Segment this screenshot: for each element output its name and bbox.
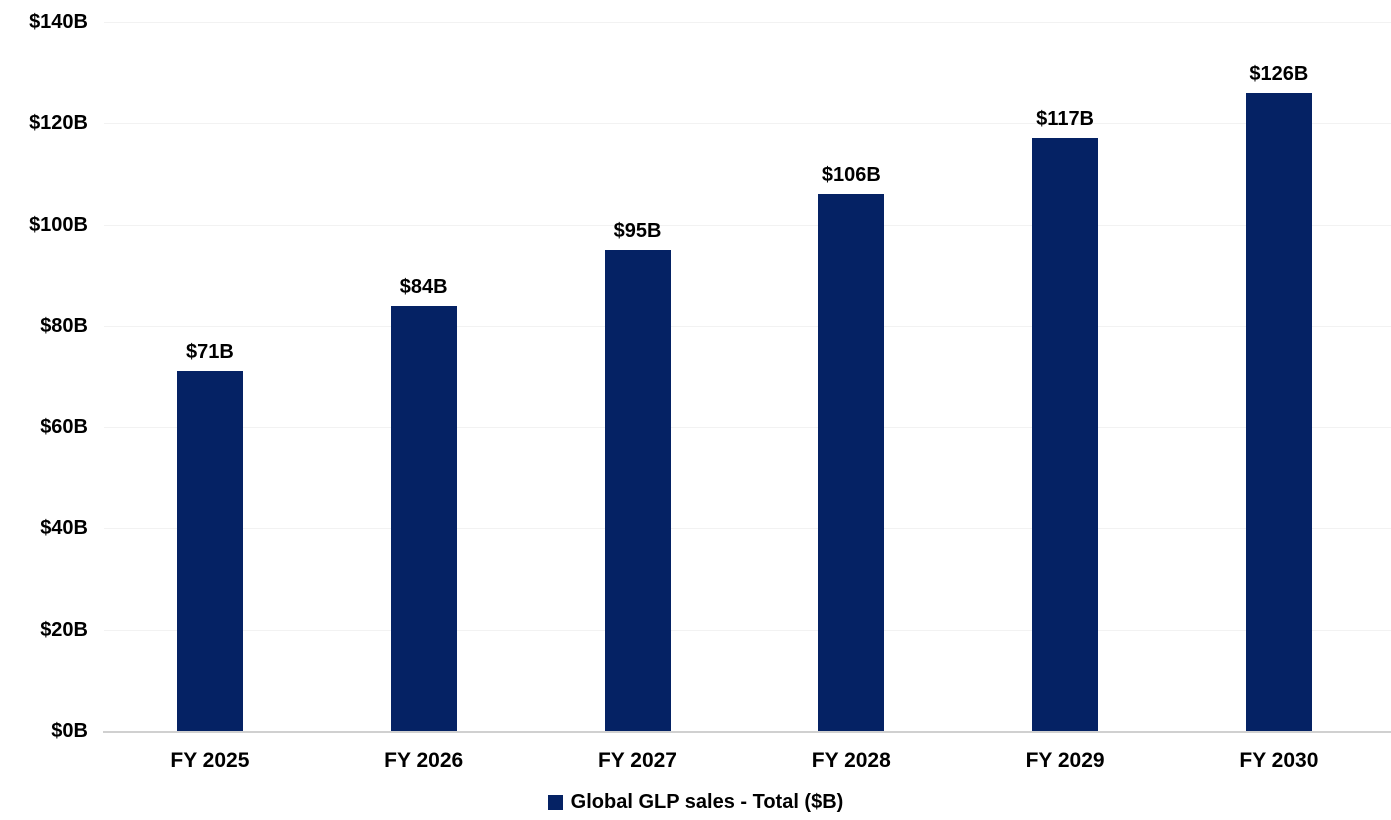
y-axis-tick-label: $20B (40, 618, 88, 641)
y-axis-tick-label: $100B (29, 213, 88, 236)
gridline (104, 528, 1391, 530)
x-axis-category-label: FY 2026 (384, 749, 464, 772)
y-axis-tick-label: $80B (40, 314, 88, 337)
bar-fy-2026 (390, 305, 457, 731)
legend-label: Global GLP sales - Total ($B) (570, 791, 844, 813)
gridline (104, 325, 1391, 327)
legend: Global GLP sales - Total ($B) (0, 792, 1391, 812)
gridline (104, 123, 1391, 125)
y-axis-tick-label: $0B (51, 720, 88, 742)
legend-swatch-icon (547, 794, 563, 810)
y-axis-tick-label: $140B (29, 11, 88, 33)
gridline (104, 427, 1391, 429)
bar-value-label: $95B (613, 219, 662, 242)
bar-fy-2029 (1032, 138, 1099, 731)
gridline (104, 22, 1391, 23)
gridline (104, 224, 1391, 226)
x-axis-category-label: FY 2030 (1239, 749, 1319, 772)
y-axis-tick-label: $40B (40, 517, 88, 540)
bar-value-label: $117B (1036, 108, 1095, 131)
bar-value-label: $84B (399, 275, 448, 298)
x-axis-category-label: FY 2025 (170, 749, 250, 772)
bar-fy-2025 (176, 371, 243, 731)
bar-fy-2030 (1245, 92, 1312, 731)
y-axis-tick-label: $120B (29, 112, 88, 135)
gridline (104, 629, 1391, 631)
x-axis-category-label: FY 2028 (811, 749, 891, 772)
x-axis-category-label: FY 2027 (597, 749, 677, 772)
y-axis-tick-label: $60B (40, 416, 88, 439)
bar-fy-2028 (818, 194, 885, 731)
x-axis-category-label: FY 2029 (1025, 749, 1105, 772)
bar-value-label: $71B (185, 341, 234, 364)
bar-value-label: $126B (1249, 62, 1309, 85)
x-axis-line (103, 731, 1391, 733)
bar-fy-2027 (604, 249, 671, 731)
bar-value-label: $106B (821, 164, 881, 187)
